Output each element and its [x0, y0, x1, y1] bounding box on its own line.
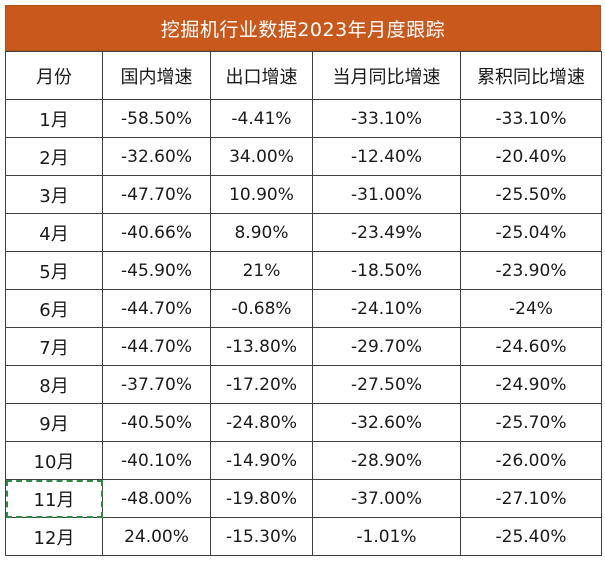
table-row: 9月 -40.50% -24.80% -32.60% -25.70%	[5, 403, 602, 442]
header-export-growth[interactable]: 出口增速	[210, 51, 313, 100]
month-cell[interactable]: 11月	[5, 479, 103, 518]
export-growth-cell[interactable]: -0.68%	[210, 289, 313, 328]
cumulative-yoy-cell[interactable]: -25.40%	[460, 517, 602, 556]
export-growth-cell[interactable]: -14.90%	[210, 441, 313, 480]
monthly-yoy-cell[interactable]: -27.50%	[312, 365, 461, 404]
export-growth-cell[interactable]: -4.41%	[210, 99, 313, 138]
table-title: 挖掘机行业数据2023年月度跟踪	[5, 5, 601, 51]
export-growth-cell[interactable]: -24.80%	[210, 403, 313, 442]
domestic-growth-cell[interactable]: -40.10%	[102, 441, 211, 480]
month-cell[interactable]: 5月	[5, 251, 103, 290]
monthly-yoy-cell[interactable]: -37.00%	[312, 479, 461, 518]
domestic-growth-cell[interactable]: -48.00%	[102, 479, 211, 518]
domestic-growth-cell[interactable]: -37.70%	[102, 365, 211, 404]
export-growth-cell[interactable]: 21%	[210, 251, 313, 290]
domestic-growth-cell[interactable]: -40.50%	[102, 403, 211, 442]
table-row: 5月 -45.90% 21% -18.50% -23.90%	[5, 251, 602, 290]
month-cell[interactable]: 9月	[5, 403, 103, 442]
cumulative-yoy-cell[interactable]: -20.40%	[460, 137, 602, 176]
table-row: 3月 -47.70% 10.90% -31.00% -25.50%	[5, 175, 602, 214]
table-row: 10月 -40.10% -14.90% -28.90% -26.00%	[5, 441, 602, 480]
month-cell[interactable]: 3月	[5, 175, 103, 214]
export-growth-cell[interactable]: 34.00%	[210, 137, 313, 176]
cumulative-yoy-cell[interactable]: -33.10%	[460, 99, 602, 138]
domestic-growth-cell[interactable]: -44.70%	[102, 327, 211, 366]
data-table: 月份 国内增速 出口增速 当月同比增速 累积同比增速 1月 -58.50% -4.4…	[5, 51, 602, 556]
cumulative-yoy-cell[interactable]: -24%	[460, 289, 602, 328]
cumulative-yoy-cell[interactable]: -24.60%	[460, 327, 602, 366]
monthly-yoy-cell[interactable]: -29.70%	[312, 327, 461, 366]
cumulative-yoy-cell[interactable]: -27.10%	[460, 479, 602, 518]
table-row: 6月 -44.70% -0.68% -24.10% -24%	[5, 289, 602, 328]
monthly-yoy-cell[interactable]: -31.00%	[312, 175, 461, 214]
domestic-growth-cell[interactable]: -40.66%	[102, 213, 211, 252]
cumulative-yoy-cell[interactable]: -25.04%	[460, 213, 602, 252]
header-monthly-yoy[interactable]: 当月同比增速	[312, 51, 461, 100]
header-month[interactable]: 月份	[5, 51, 103, 100]
monthly-yoy-cell[interactable]: -33.10%	[312, 99, 461, 138]
month-cell[interactable]: 8月	[5, 365, 103, 404]
domestic-growth-cell[interactable]: -58.50%	[102, 99, 211, 138]
monthly-yoy-cell[interactable]: -23.49%	[312, 213, 461, 252]
export-growth-cell[interactable]: 10.90%	[210, 175, 313, 214]
table-row: 12月 24.00% -15.30% -1.01% -25.40%	[5, 517, 602, 556]
monthly-yoy-cell[interactable]: -28.90%	[312, 441, 461, 480]
domestic-growth-cell[interactable]: -32.60%	[102, 137, 211, 176]
monthly-yoy-cell[interactable]: -18.50%	[312, 251, 461, 290]
table-row: 11月 -48.00% -19.80% -37.00% -27.10%	[5, 479, 602, 518]
spreadsheet: 挖掘机行业数据2023年月度跟踪 月份 国内增速 出口增速 当月同比增速 累积同…	[5, 5, 602, 556]
export-growth-cell[interactable]: -15.30%	[210, 517, 313, 556]
month-cell[interactable]: 2月	[5, 137, 103, 176]
cumulative-yoy-cell[interactable]: -26.00%	[460, 441, 602, 480]
monthly-yoy-cell[interactable]: -1.01%	[312, 517, 461, 556]
cumulative-yoy-cell[interactable]: -25.70%	[460, 403, 602, 442]
domestic-growth-cell[interactable]: -44.70%	[102, 289, 211, 328]
domestic-growth-cell[interactable]: -45.90%	[102, 251, 211, 290]
cumulative-yoy-cell[interactable]: -25.50%	[460, 175, 602, 214]
table-row: 2月 -32.60% 34.00% -12.40% -20.40%	[5, 137, 602, 176]
monthly-yoy-cell[interactable]: -32.60%	[312, 403, 461, 442]
month-cell[interactable]: 4月	[5, 213, 103, 252]
cumulative-yoy-cell[interactable]: -23.90%	[460, 251, 602, 290]
export-growth-cell[interactable]: -19.80%	[210, 479, 313, 518]
month-cell[interactable]: 1月	[5, 99, 103, 138]
month-cell[interactable]: 12月	[5, 517, 103, 556]
export-growth-cell[interactable]: -13.80%	[210, 327, 313, 366]
header-domestic-growth[interactable]: 国内增速	[102, 51, 211, 100]
export-growth-cell[interactable]: 8.90%	[210, 213, 313, 252]
cumulative-yoy-cell[interactable]: -24.90%	[460, 365, 602, 404]
domestic-growth-cell[interactable]: 24.00%	[102, 517, 211, 556]
header-row: 月份 国内增速 出口增速 当月同比增速 累积同比增速	[5, 51, 602, 100]
table-row: 4月 -40.66% 8.90% -23.49% -25.04%	[5, 213, 602, 252]
table-row: 8月 -37.70% -17.20% -27.50% -24.90%	[5, 365, 602, 404]
month-cell[interactable]: 10月	[5, 441, 103, 480]
header-cumulative-yoy[interactable]: 累积同比增速	[460, 51, 602, 100]
monthly-yoy-cell[interactable]: -12.40%	[312, 137, 461, 176]
table-row: 7月 -44.70% -13.80% -29.70% -24.60%	[5, 327, 602, 366]
monthly-yoy-cell[interactable]: -24.10%	[312, 289, 461, 328]
domestic-growth-cell[interactable]: -47.70%	[102, 175, 211, 214]
export-growth-cell[interactable]: -17.20%	[210, 365, 313, 404]
table-row: 1月 -58.50% -4.41% -33.10% -33.10%	[5, 99, 602, 138]
month-cell[interactable]: 7月	[5, 327, 103, 366]
month-cell[interactable]: 6月	[5, 289, 103, 328]
